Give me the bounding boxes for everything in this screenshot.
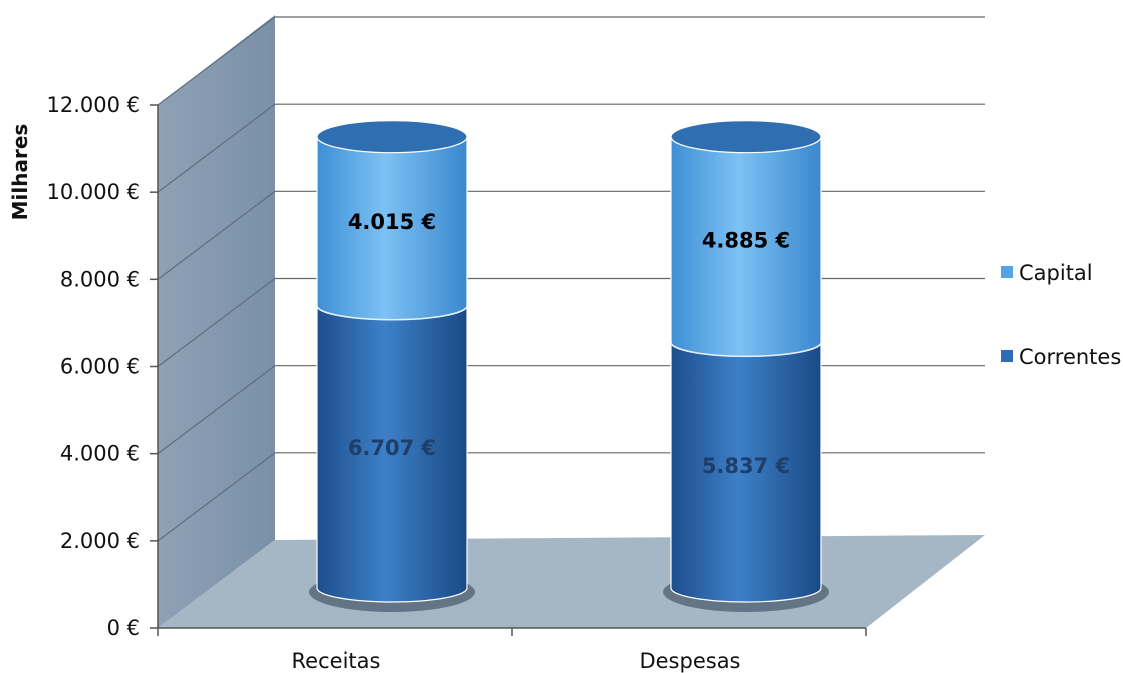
y-axis-label: Milhares xyxy=(8,124,32,221)
y-tick-label: 0 € xyxy=(107,616,140,640)
gridline-side xyxy=(157,365,276,455)
bar-top-cap xyxy=(670,120,822,154)
category-label-despesas: Despesas xyxy=(639,649,740,673)
legend-label-correntes: Correntes xyxy=(1019,345,1121,369)
category-label-receitas: Receitas xyxy=(292,649,381,673)
legend: Capital Correntes xyxy=(1001,261,1121,369)
legend-label-capital: Capital xyxy=(1019,261,1093,285)
bar-top-cap xyxy=(316,120,468,154)
side-wall xyxy=(158,15,275,628)
gridline-side xyxy=(157,190,276,280)
data-label-despesas-correntes: 5.837 € xyxy=(702,454,790,478)
y-tick-label: 2.000 € xyxy=(60,529,140,553)
bar-despesas-correntes xyxy=(670,341,822,603)
y-tick-label: 10.000 € xyxy=(46,180,140,204)
legend-swatch-correntes xyxy=(1001,350,1013,362)
y-tick-label: 4.000 € xyxy=(60,442,140,466)
legend-swatch-capital xyxy=(1001,266,1013,278)
y-tick-label: 8.000 € xyxy=(60,267,140,291)
gridline-side xyxy=(157,452,276,542)
gridline-side xyxy=(157,16,276,106)
segment-divider xyxy=(316,305,468,321)
data-label-despesas-capital: 4.885 € xyxy=(702,229,790,253)
bar-receitas-correntes xyxy=(316,305,468,603)
y-tick-label: 12.000 € xyxy=(46,93,140,117)
gridline-side xyxy=(157,278,276,367)
floor xyxy=(158,535,985,628)
data-label-receitas-capital: 4.015 € xyxy=(348,210,436,234)
gridlines xyxy=(157,16,985,542)
y-axis: 0 € 2.000 € 4.000 € 6.000 € 8.000 € 10.000 € 1… xyxy=(46,93,867,673)
segment-divider xyxy=(670,342,822,358)
y-tick-label: 6.000 € xyxy=(60,355,140,379)
data-label-receitas-correntes: 6.707 € xyxy=(348,436,436,460)
bars xyxy=(309,120,829,612)
gridline-side xyxy=(157,103,276,193)
data-labels: 6.707 € 4.015 € 5.837 € 4.885 € xyxy=(348,210,790,478)
